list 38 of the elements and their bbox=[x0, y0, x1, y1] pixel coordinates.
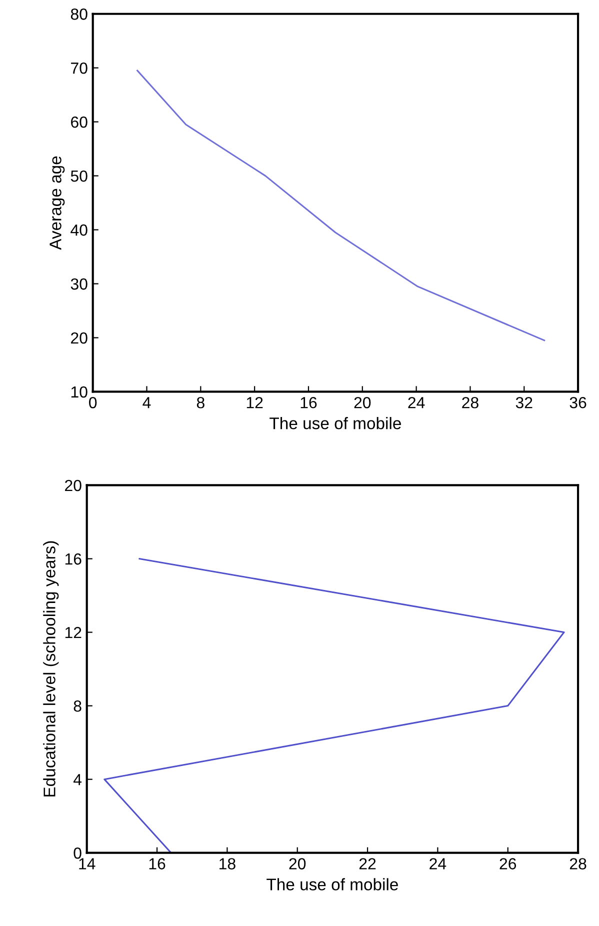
y-tick-label: 16 bbox=[65, 553, 82, 565]
x-tick-label: 12 bbox=[246, 396, 263, 408]
y-tick-label: 70 bbox=[71, 62, 88, 74]
x-tick-label: 24 bbox=[430, 858, 446, 870]
x-tick-label: 16 bbox=[300, 396, 317, 408]
x-tick-label: 4 bbox=[142, 397, 151, 408]
y-tick-label: 12 bbox=[65, 626, 82, 638]
x-tick-label: 24 bbox=[408, 396, 425, 408]
y-tick-label: 20 bbox=[65, 480, 82, 492]
y-tick-label: 80 bbox=[70, 8, 88, 20]
y-axis-title: Educational level (schooling years) bbox=[43, 541, 59, 796]
y-tick-label: 4 bbox=[73, 774, 82, 786]
y-tick-label: 50 bbox=[70, 170, 88, 182]
y-tick-label: 20 bbox=[71, 332, 88, 344]
x-tick-label: 32 bbox=[516, 396, 532, 408]
x-tick-label: 28 bbox=[570, 858, 586, 870]
x-axis-title: The use of mobile bbox=[270, 417, 401, 430]
y-tick-label: 0 bbox=[74, 847, 82, 859]
line-series bbox=[104, 558, 565, 853]
x-tick-label: 0 bbox=[89, 396, 97, 408]
x-tick-label: 22 bbox=[359, 858, 376, 870]
x-tick-label: 14 bbox=[79, 858, 96, 870]
x-tick-label: 8 bbox=[196, 396, 204, 408]
y-tick-label: 60 bbox=[71, 116, 88, 128]
x-tick-label: 36 bbox=[570, 396, 586, 408]
y-axis-title: Average age bbox=[50, 156, 65, 250]
y-tick-label: 10 bbox=[71, 386, 88, 398]
x-tick-label: 26 bbox=[500, 858, 516, 870]
x-tick-label: 20 bbox=[354, 396, 371, 408]
y-tick-label: 8 bbox=[74, 700, 82, 712]
line-series bbox=[136, 70, 546, 342]
y-tick-label: 40 bbox=[70, 224, 88, 236]
x-tick-label: 20 bbox=[289, 858, 306, 870]
x-tick-label: 16 bbox=[149, 858, 166, 870]
y-tick-label: 30 bbox=[70, 278, 88, 290]
x-tick-label: 18 bbox=[220, 858, 236, 870]
x-axis-title: The use of mobile bbox=[266, 878, 398, 890]
x-tick-label: 28 bbox=[462, 396, 478, 408]
